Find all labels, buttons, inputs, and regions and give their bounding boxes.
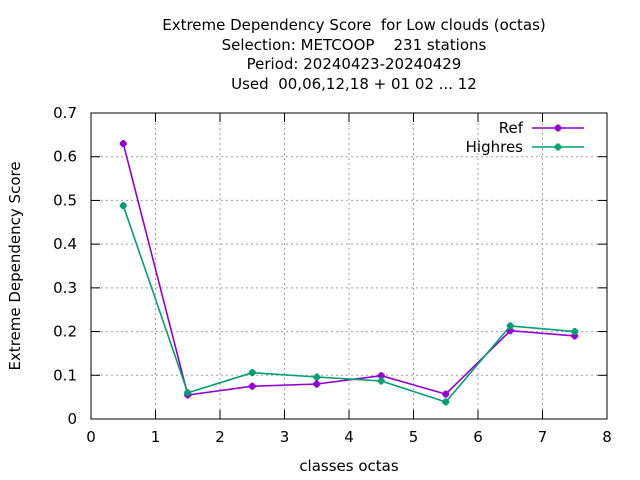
y-tick-label: 0.1 bbox=[53, 366, 77, 384]
data-point bbox=[442, 398, 450, 406]
x-axis-label: classes octas bbox=[299, 457, 399, 475]
legend-label: Highres bbox=[466, 138, 524, 156]
data-point bbox=[313, 373, 321, 381]
series-line bbox=[122, 143, 575, 396]
title-line-1: Extreme Dependency Score for Low clouds … bbox=[162, 16, 546, 34]
data-point bbox=[248, 369, 256, 377]
series-ref bbox=[119, 140, 579, 399]
title-line-4: Used 00,06,12,18 + 01 02 ... 12 bbox=[231, 74, 477, 93]
data-point bbox=[119, 202, 127, 210]
legend-label: Ref bbox=[499, 119, 524, 137]
x-tick-label: 8 bbox=[602, 428, 612, 446]
x-tick-label: 0 bbox=[86, 428, 96, 446]
series-highres bbox=[119, 202, 579, 406]
data-point bbox=[442, 390, 450, 398]
data-point bbox=[248, 382, 256, 390]
x-tick-label: 4 bbox=[344, 428, 354, 446]
series-lines bbox=[119, 140, 579, 406]
data-point bbox=[377, 377, 385, 385]
data-point bbox=[119, 140, 127, 148]
y-tick-label: 0.5 bbox=[53, 191, 77, 209]
series-line bbox=[122, 205, 575, 403]
y-tick-label: 0 bbox=[67, 410, 77, 428]
x-tick-label: 5 bbox=[409, 428, 419, 446]
y-tick-label: 0.6 bbox=[53, 148, 77, 166]
x-tick-label: 3 bbox=[280, 428, 290, 446]
data-point bbox=[313, 380, 321, 388]
title-line-3: Period: 20240423-20240429 bbox=[246, 55, 462, 73]
chart-title: Extreme Dependency Score for Low clouds … bbox=[90, 16, 618, 94]
grid-lines bbox=[91, 113, 607, 419]
title-line-2: Selection: METCOOP 231 stations bbox=[221, 35, 487, 54]
data-point bbox=[184, 389, 192, 397]
x-tick-label: 7 bbox=[538, 428, 548, 446]
y-tick-label: 0.7 bbox=[53, 104, 77, 122]
axis-ticks bbox=[90, 112, 608, 420]
y-tick-label: 0.3 bbox=[53, 279, 77, 297]
legend-marker bbox=[554, 124, 562, 132]
x-tick-label: 1 bbox=[151, 428, 161, 446]
tick-labels: 0 1 2 3 4 5 6 7 8 0 0.1 0.2 0.3 0.4 0.5 0.6 0.7 bbox=[53, 104, 612, 446]
legend-marker bbox=[554, 143, 562, 151]
data-point bbox=[506, 322, 514, 330]
y-tick-label: 0.2 bbox=[53, 323, 77, 341]
data-point bbox=[571, 328, 579, 336]
x-tick-label: 2 bbox=[215, 428, 225, 446]
y-tick-label: 0.4 bbox=[53, 235, 77, 253]
y-axis-label: Extreme Dependency Score bbox=[6, 161, 24, 370]
x-tick-label: 6 bbox=[473, 428, 483, 446]
